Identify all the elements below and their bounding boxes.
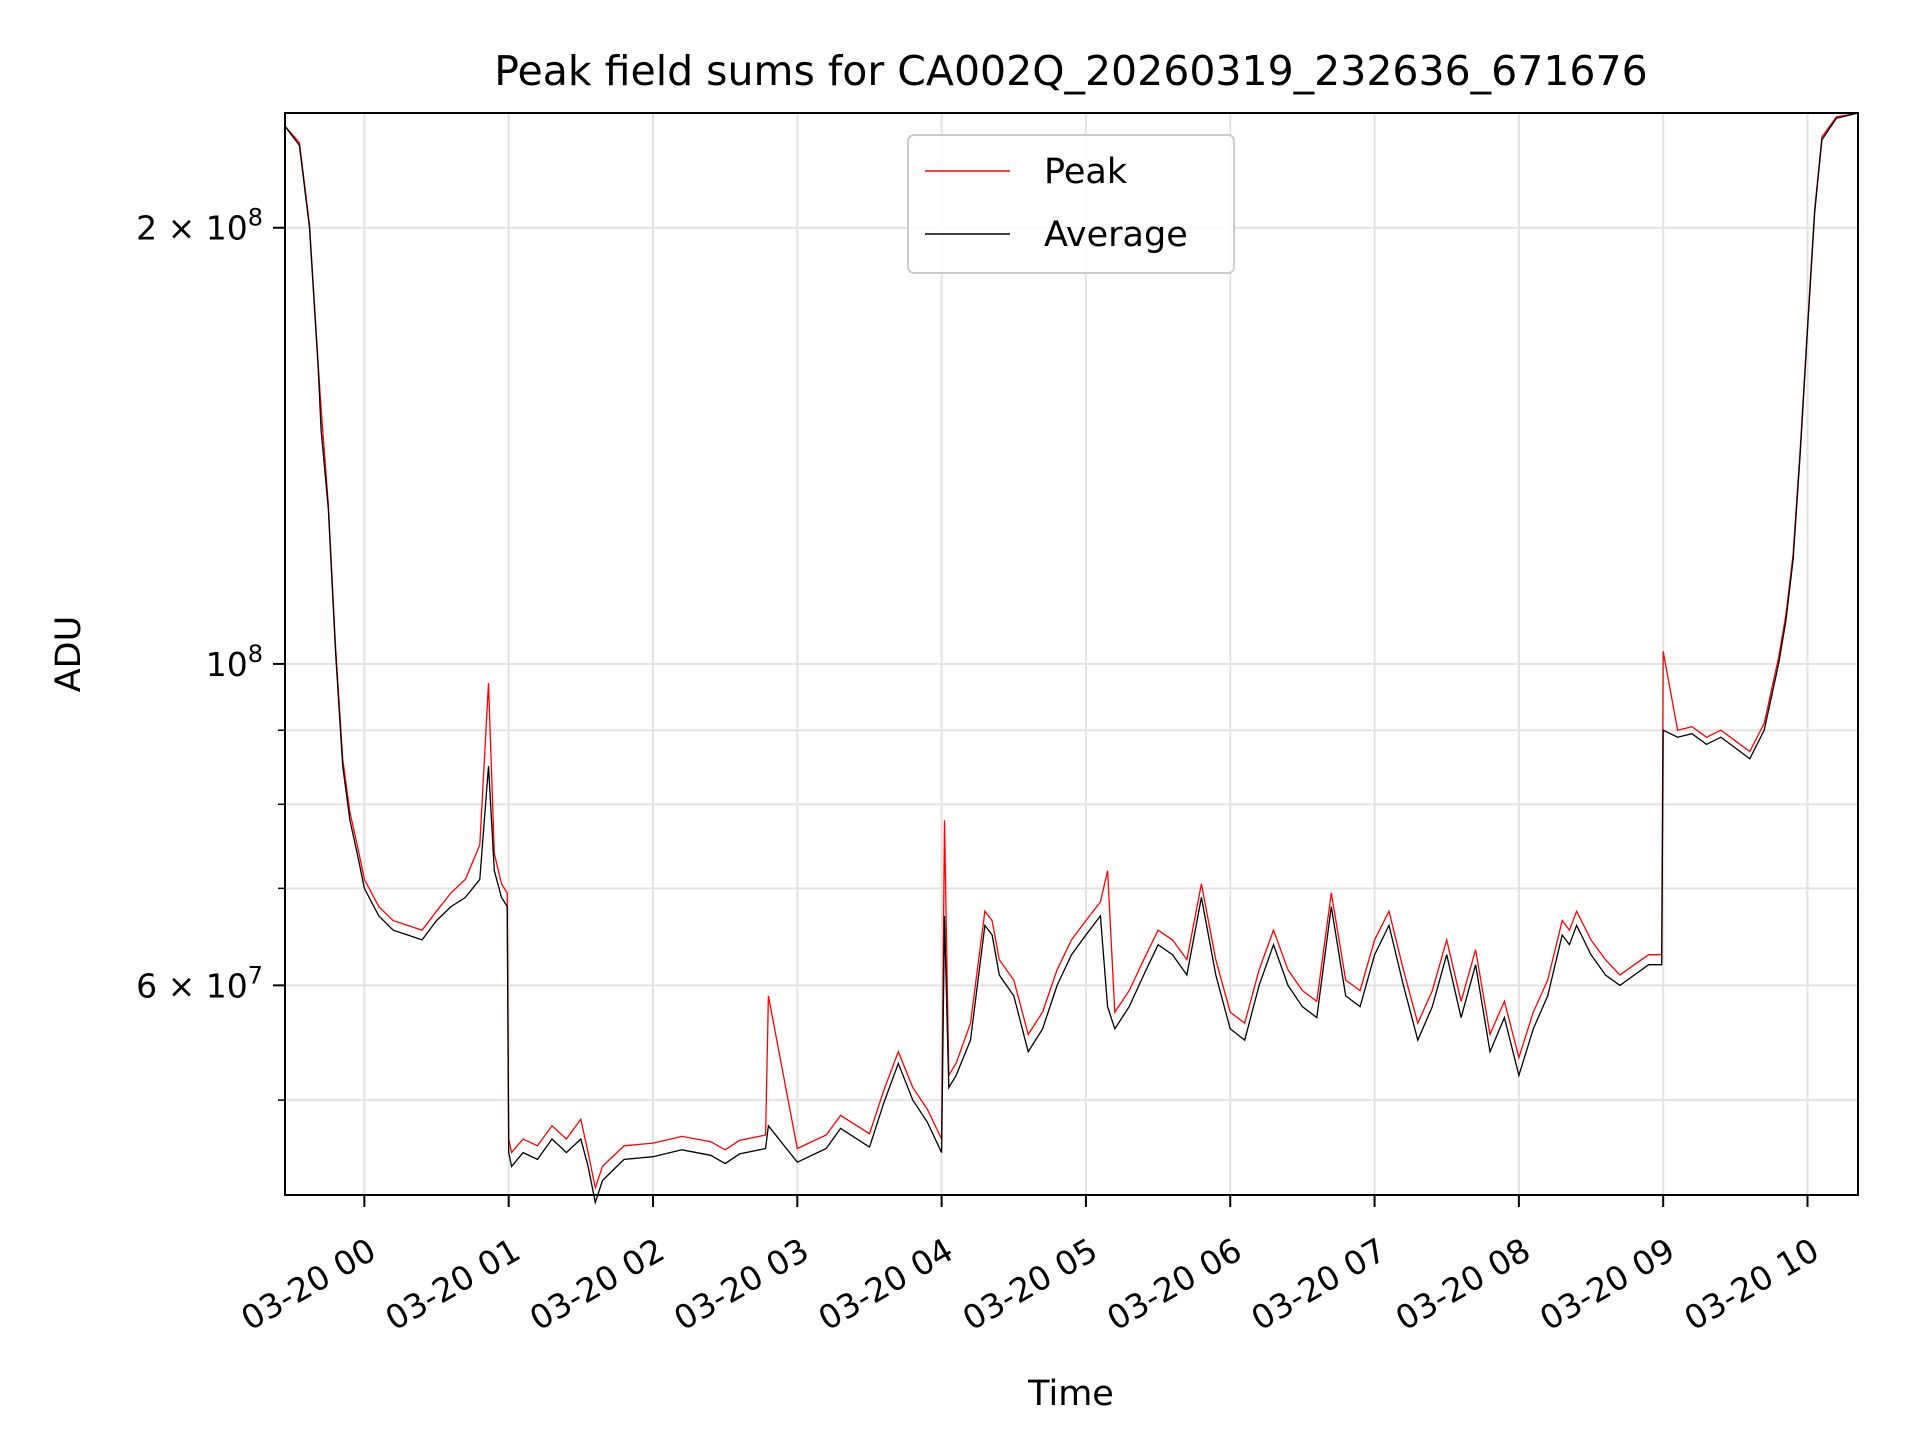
series-peak-line	[284, 112, 1859, 1191]
chart-title: Peak field sums for CA002Q_20260319_2326…	[494, 47, 1647, 95]
legend-peak-label: Peak	[1044, 152, 1128, 192]
y-axis-label: ADU	[49, 616, 89, 693]
y-tick-label: 2 × 108	[136, 204, 263, 248]
y-axis: 2 × 108 108 6 × 107	[136, 204, 285, 1101]
plot-frame	[284, 112, 1859, 1196]
legend-box	[907, 134, 1235, 274]
y-tick-label: 6 × 107	[136, 961, 263, 1005]
y-tick-label: 108	[206, 640, 263, 684]
legend-average-label: Average	[1044, 215, 1188, 255]
x-axis-label: Time	[1027, 1374, 1114, 1414]
series-layer	[284, 112, 1859, 1205]
series-average-line	[284, 112, 1859, 1205]
legend: Peak Average	[907, 134, 1235, 274]
